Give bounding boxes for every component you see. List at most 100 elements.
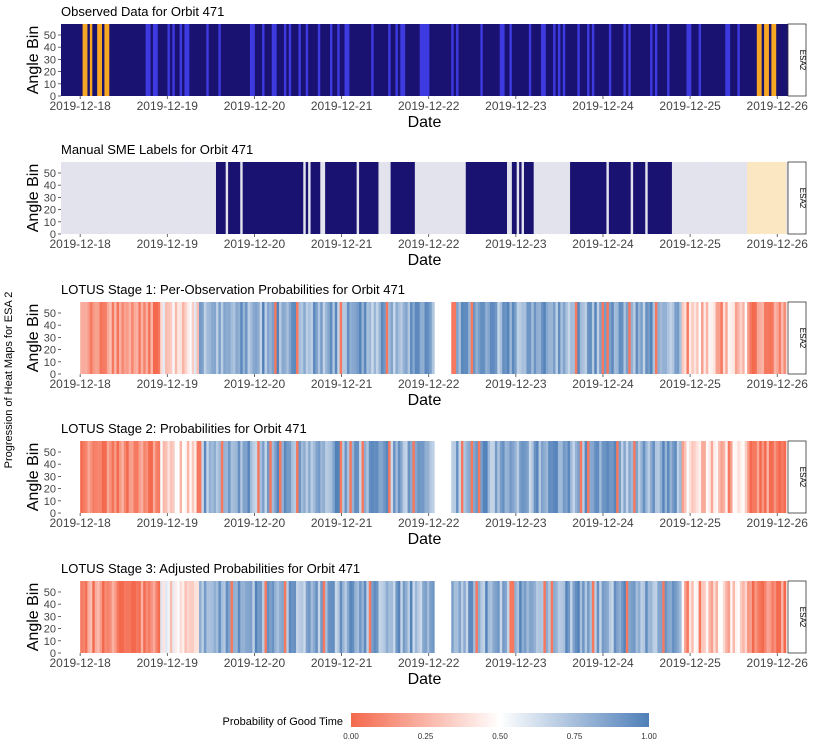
heat-column xyxy=(606,24,610,96)
heat-column xyxy=(528,581,532,653)
legend-title: Probability of Good Time xyxy=(223,716,343,728)
heat-column xyxy=(633,302,636,374)
heatmap-cells xyxy=(80,24,787,96)
heat-column xyxy=(458,441,462,513)
heat-column xyxy=(412,162,416,234)
strip-box xyxy=(787,440,807,514)
heat-column xyxy=(298,302,302,374)
heat-column xyxy=(203,581,207,653)
heat-column xyxy=(703,302,707,374)
heat-column xyxy=(111,441,115,513)
heat-column xyxy=(242,24,246,96)
heat-column xyxy=(594,581,598,653)
heat-column xyxy=(463,162,467,234)
heat-column xyxy=(271,162,275,234)
heat-column xyxy=(213,581,217,653)
heat-column xyxy=(781,302,784,374)
heat-column xyxy=(312,302,316,374)
heat-column xyxy=(759,24,763,96)
heat-column xyxy=(102,24,105,96)
outer-y-label: Progression of Heat Maps for ESA 2 xyxy=(3,292,15,469)
heat-column xyxy=(654,581,658,653)
heat-column xyxy=(111,581,115,653)
heat-column xyxy=(453,581,457,653)
strip-label: ESA2 xyxy=(798,467,807,488)
heat-column xyxy=(220,302,224,374)
heat-column xyxy=(538,441,542,513)
heat-column xyxy=(240,24,244,96)
heat-column xyxy=(383,24,387,96)
heat-column xyxy=(419,24,423,96)
heat-column xyxy=(395,441,399,513)
heat-column xyxy=(718,302,721,374)
heat-column xyxy=(376,162,379,234)
heat-column xyxy=(647,24,651,96)
heat-column xyxy=(405,441,408,513)
heat-column xyxy=(247,441,251,513)
heat-column xyxy=(308,441,311,513)
heat-column xyxy=(220,24,224,96)
heat-column xyxy=(523,24,527,96)
heat-column xyxy=(279,581,282,653)
heat-column xyxy=(727,24,731,96)
heat-column xyxy=(402,441,406,513)
heat-column xyxy=(359,581,362,653)
heat-column xyxy=(162,581,166,653)
heat-column xyxy=(276,162,280,234)
heat-column xyxy=(82,441,86,513)
heat-column xyxy=(339,441,343,513)
heat-column xyxy=(565,302,569,374)
heat-column xyxy=(659,302,663,374)
x-tick-label: 2019-12-24 xyxy=(572,377,634,391)
x-tick-label: 2019-12-22 xyxy=(398,99,460,113)
heat-column xyxy=(754,441,758,513)
heat-column xyxy=(509,581,513,653)
heat-column xyxy=(303,581,307,653)
heat-column xyxy=(550,302,554,374)
heat-column xyxy=(325,24,328,96)
heat-column xyxy=(385,162,389,234)
heat-column xyxy=(628,581,632,653)
heat-column xyxy=(223,302,227,374)
heat-column xyxy=(679,302,683,374)
heat-column xyxy=(201,581,205,653)
heat-column xyxy=(327,24,331,96)
heat-column xyxy=(329,24,333,96)
heat-column xyxy=(298,441,302,513)
y-tick-label: 20 xyxy=(44,484,56,496)
heat-column xyxy=(417,162,421,234)
heat-column xyxy=(201,162,205,234)
heat-column xyxy=(172,302,176,374)
heat-column xyxy=(89,24,93,96)
x-tick-label: 2019-12-20 xyxy=(224,99,286,113)
heat-column xyxy=(514,162,518,234)
heat-column xyxy=(259,302,263,374)
heat-column xyxy=(414,162,418,234)
heat-column xyxy=(417,581,421,653)
heat-column xyxy=(667,581,670,653)
heat-column xyxy=(422,302,425,374)
heat-column xyxy=(85,441,88,513)
heat-column xyxy=(140,302,144,374)
heat-column xyxy=(305,441,309,513)
heat-column xyxy=(502,581,505,653)
heat-column xyxy=(776,581,780,653)
x-tick-label: 2019-12-21 xyxy=(311,656,373,670)
heat-column xyxy=(371,302,375,374)
heat-column xyxy=(82,162,86,234)
heat-column xyxy=(771,24,775,96)
heat-column xyxy=(279,162,282,234)
heat-column xyxy=(232,162,236,234)
heat-column xyxy=(490,581,493,653)
y-tick-label: 0 xyxy=(50,91,56,103)
heat-column xyxy=(768,162,772,234)
x-tick-label: 2019-12-21 xyxy=(311,237,373,251)
heat-column xyxy=(766,302,770,374)
heat-column xyxy=(773,302,777,374)
heat-column xyxy=(94,581,98,653)
heat-column xyxy=(281,24,285,96)
heat-column xyxy=(502,302,505,374)
heat-column xyxy=(669,441,673,513)
heat-column xyxy=(751,24,755,96)
